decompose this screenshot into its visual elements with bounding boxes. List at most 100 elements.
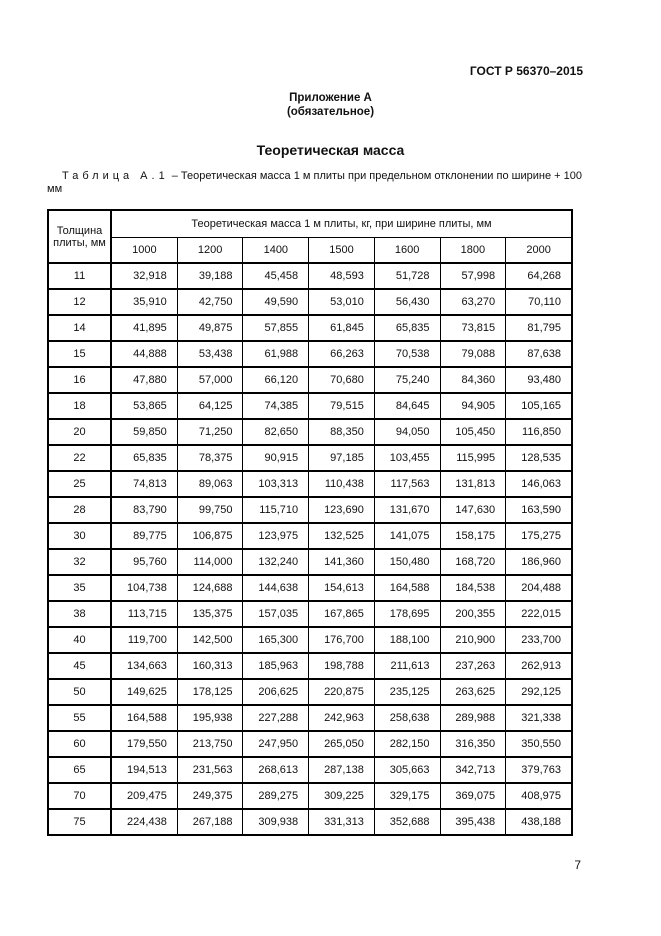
mass-cell: 158,175 <box>439 522 507 550</box>
mass-cell: 82,650 <box>242 418 310 446</box>
mass-cell: 104,738 <box>110 574 178 602</box>
mass-cell: 289,988 <box>439 704 507 732</box>
mass-cell: 220,875 <box>308 678 375 706</box>
thickness-cell: 22 <box>47 444 112 472</box>
mass-cell: 249,375 <box>176 782 244 810</box>
mass-cell: 59,850 <box>110 418 178 446</box>
mass-cell: 71,250 <box>176 418 244 446</box>
mass-cell: 51,728 <box>373 262 441 290</box>
table-label: Таблица А.1 <box>62 170 169 182</box>
thickness-cell: 12 <box>47 288 112 316</box>
mass-cell: 57,855 <box>242 314 310 342</box>
mass-cell: 113,715 <box>110 600 178 628</box>
thickness-cell: 60 <box>47 730 112 758</box>
mass-cell: 79,515 <box>308 392 375 420</box>
mass-table: Толщина плиты, мм Теоретическая масса 1 … <box>47 209 573 836</box>
mass-cell: 75,240 <box>373 366 441 394</box>
mass-cell: 142,500 <box>176 626 244 654</box>
mass-cell: 157,035 <box>242 600 310 628</box>
mass-cell: 262,913 <box>505 652 573 680</box>
mass-cell: 53,865 <box>110 392 178 420</box>
mass-cell: 42,750 <box>176 288 244 316</box>
mass-cell: 287,138 <box>308 756 375 784</box>
mass-cell: 131,813 <box>439 470 507 498</box>
table-row: 65 194,513 231,563 268,613 287,138 305,663 342… <box>47 756 573 784</box>
mass-cell: 289,275 <box>242 782 310 810</box>
mass-cell: 74,813 <box>110 470 178 498</box>
mass-cell: 35,910 <box>110 288 178 316</box>
mass-cell: 408,975 <box>505 782 573 810</box>
mass-cell: 188,100 <box>373 626 441 654</box>
table-row: 15 44,888 53,438 61,988 66,263 70,538 79,088 87… <box>47 340 573 368</box>
mass-cell: 206,625 <box>242 678 310 706</box>
mass-cell: 57,000 <box>176 366 244 394</box>
mass-cell: 167,865 <box>308 600 375 628</box>
page-number: 7 <box>574 858 581 872</box>
mass-cell: 329,175 <box>373 782 441 810</box>
mass-cell: 45,458 <box>242 262 310 290</box>
mass-cell: 267,188 <box>176 808 244 836</box>
table-caption-text: – Теоретическая масса 1 м плиты при пред… <box>47 170 582 195</box>
mass-cell: 65,835 <box>110 444 178 472</box>
thickness-cell: 45 <box>47 652 112 680</box>
mass-cell: 160,313 <box>176 652 244 680</box>
mass-cell: 47,880 <box>110 366 178 394</box>
mass-cell: 87,638 <box>505 340 573 368</box>
mass-cell: 331,313 <box>308 808 375 836</box>
mass-cell: 115,710 <box>242 496 310 524</box>
mass-cell: 61,845 <box>308 314 375 342</box>
table-caption: Таблица А.1 – Теоретическая масса 1 м пл… <box>47 170 587 196</box>
mass-cell: 49,590 <box>242 288 310 316</box>
mass-cell: 198,788 <box>308 652 375 680</box>
mass-cell: 242,963 <box>308 704 375 732</box>
table-row: 30 89,775 106,875 123,975 132,525 141,075 158,… <box>47 522 573 550</box>
mass-cell: 88,350 <box>308 418 375 446</box>
mass-cell: 123,975 <box>242 522 310 550</box>
mass-cell: 66,120 <box>242 366 310 394</box>
mass-cell: 99,750 <box>176 496 244 524</box>
thickness-cell: 14 <box>47 314 112 342</box>
mass-cell: 49,875 <box>176 314 244 342</box>
mass-cell: 175,275 <box>505 522 573 550</box>
mass-cell: 74,385 <box>242 392 310 420</box>
mass-cell: 268,613 <box>242 756 310 784</box>
mass-cell: 179,550 <box>110 730 178 758</box>
thickness-cell: 20 <box>47 418 112 446</box>
mass-cell: 438,188 <box>505 808 573 836</box>
mass-cell: 141,360 <box>308 548 375 576</box>
thickness-cell: 16 <box>47 366 112 394</box>
mass-cell: 32,918 <box>110 262 178 290</box>
mass-cell: 164,588 <box>110 704 178 732</box>
mass-cell: 84,645 <box>373 392 441 420</box>
mass-cell: 103,313 <box>242 470 310 498</box>
mass-cell: 131,670 <box>373 496 441 524</box>
table-row: 18 53,865 64,125 74,385 79,515 84,645 94,905 10… <box>47 392 573 420</box>
table-row: 22 65,835 78,375 90,915 97,185 103,455 115,995… <box>47 444 573 472</box>
mass-cell: 84,360 <box>439 366 507 394</box>
mass-cell: 209,475 <box>110 782 178 810</box>
mass-cell: 292,125 <box>505 678 573 706</box>
mass-cell: 94,050 <box>373 418 441 446</box>
width-header: 2000 <box>505 237 573 264</box>
mass-cell: 165,300 <box>242 626 310 654</box>
table-row: 38 113,715 135,375 157,035 167,865 178,695 200… <box>47 600 573 628</box>
mass-cell: 247,950 <box>242 730 310 758</box>
mass-cell: 106,875 <box>176 522 244 550</box>
mass-cell: 53,010 <box>308 288 375 316</box>
mass-cell: 78,375 <box>176 444 244 472</box>
mass-cell: 103,455 <box>373 444 441 472</box>
mass-cell: 210,900 <box>439 626 507 654</box>
table-row: 75 224,438 267,188 309,938 331,313 352,688 395… <box>47 808 573 836</box>
table-row: 28 83,790 99,750 115,710 123,690 131,670 147,6… <box>47 496 573 524</box>
mass-cell: 123,690 <box>308 496 375 524</box>
mass-cell: 48,593 <box>308 262 375 290</box>
mass-cell: 116,850 <box>505 418 573 446</box>
table-row: 40 119,700 142,500 165,300 176,700 188,100 210… <box>47 626 573 654</box>
mass-cell: 70,538 <box>373 340 441 368</box>
table-row: 11 32,918 39,188 45,458 48,593 51,728 57,998 64… <box>47 262 573 290</box>
mass-cell: 117,563 <box>373 470 441 498</box>
table-row: 16 47,880 57,000 66,120 70,680 75,240 84,360 93… <box>47 366 573 394</box>
thickness-header: Толщина плиты, мм <box>47 209 112 264</box>
table-row: 25 74,813 89,063 103,313 110,438 117,563 131,8… <box>47 470 573 498</box>
mass-cell: 56,430 <box>373 288 441 316</box>
